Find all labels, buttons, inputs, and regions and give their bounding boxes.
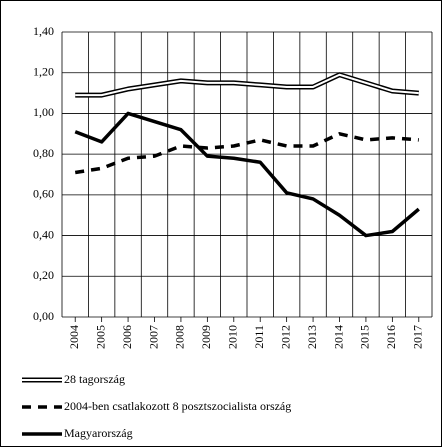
y-tick-label: 1,40 [33, 24, 54, 38]
x-tick-label: 2017 [411, 325, 425, 349]
x-tick-label: 2014 [331, 325, 345, 349]
x-tick-label: 2005 [93, 325, 107, 349]
y-tick-label: 1,20 [33, 64, 54, 78]
x-tick-label: 2006 [120, 325, 134, 349]
legend-label: 2004-ben csatlakozott 8 posztszocialista… [64, 399, 291, 413]
x-tick-label: 2009 [199, 325, 213, 349]
legend-label: 28 tagország [64, 372, 125, 386]
legend-label: Magyarország [64, 426, 133, 440]
y-tick-label: 1,00 [33, 105, 54, 119]
x-tick-label: 2010 [226, 325, 240, 349]
x-tick-label: 2012 [278, 325, 292, 349]
x-tick-label: 2016 [384, 325, 398, 349]
x-tick-label: 2008 [173, 325, 187, 349]
x-tick-label: 2015 [358, 325, 372, 349]
x-tick-label: 2013 [305, 325, 319, 349]
y-tick-label: 0,80 [33, 146, 54, 160]
y-tick-label: 0,20 [33, 268, 54, 282]
series-line [74, 132, 419, 175]
x-tick-label: 2007 [146, 325, 160, 349]
series-line [74, 111, 420, 238]
x-tick-label: 2011 [252, 325, 266, 349]
y-tick-label: 0,40 [33, 227, 54, 241]
y-tick-label: 0,60 [33, 187, 54, 201]
y-tick-label: 0,00 [33, 309, 54, 323]
x-tick-label: 2004 [67, 325, 81, 349]
series-line-inner [75, 73, 419, 97]
